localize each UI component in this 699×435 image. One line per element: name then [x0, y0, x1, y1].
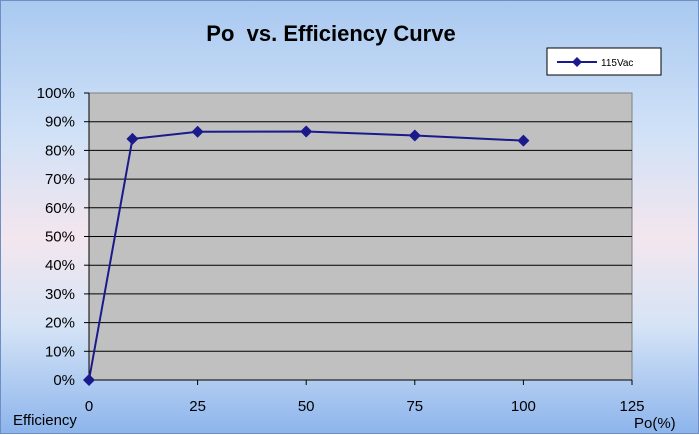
legend-marker	[572, 57, 582, 67]
y-tick-label: 40%	[45, 257, 75, 274]
series-line-115vac	[88, 130, 524, 381]
x-tick-label: 25	[189, 398, 206, 415]
y-tick-label: 50%	[45, 229, 75, 246]
y-tick-label: 100%	[37, 85, 75, 102]
y-tick-label: 60%	[45, 200, 75, 217]
y-tick-label: 10%	[45, 343, 75, 360]
y-tick-label: 20%	[45, 315, 75, 332]
x-tick-label: 50	[298, 398, 315, 415]
chart-title: Po vs. Efficiency Curve	[206, 21, 455, 46]
y-axis-label: Efficiency	[13, 412, 77, 429]
x-tick-label: 100	[511, 398, 536, 415]
legend-label-115vac: 115Vac	[601, 58, 633, 69]
y-tick-label: 0%	[53, 372, 75, 389]
x-tick-label: 75	[406, 398, 423, 415]
y-tick-label: 70%	[45, 171, 75, 188]
x-tick-label: 125	[619, 398, 644, 415]
y-tick-label: 30%	[45, 286, 75, 303]
x-tick-label: 0	[85, 398, 93, 415]
y-tick-label: 90%	[45, 114, 75, 131]
legend: 115Vac	[546, 47, 662, 76]
data-point	[517, 134, 530, 147]
x-axis-label: Po(%)	[634, 415, 676, 432]
y-tick-label: 80%	[45, 142, 75, 159]
data-point	[408, 129, 421, 142]
data-point	[126, 132, 139, 145]
plot-area: 0% 10% 20% 30% 40% 50% 60% 70% 80% 90% 100% 0 25 50 75…	[37, 85, 645, 415]
data-point	[83, 374, 95, 386]
